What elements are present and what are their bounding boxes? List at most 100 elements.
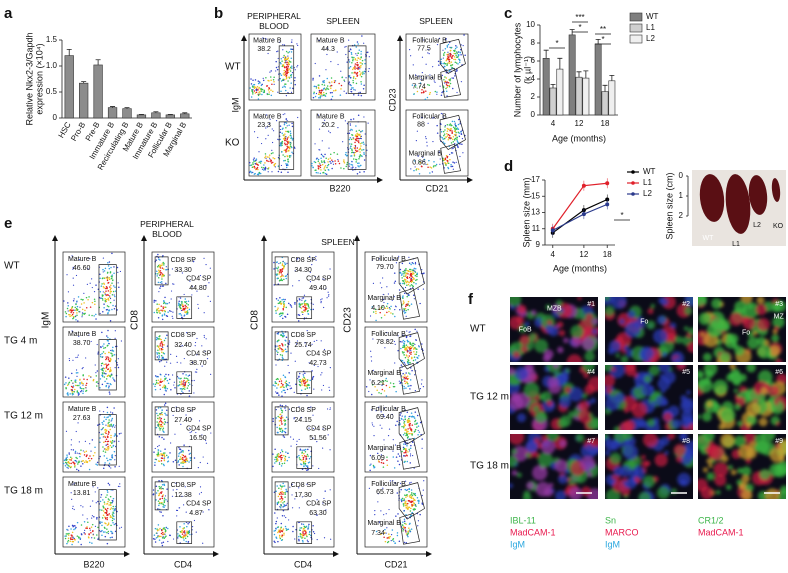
event-dot: [277, 495, 280, 498]
event-dot: [159, 343, 161, 345]
event-dot: [326, 47, 329, 49]
event-dot: [68, 458, 71, 461]
panel-letter: d: [504, 158, 513, 175]
event-dot: [280, 312, 283, 315]
event-dot: [405, 434, 407, 437]
event-dot: [306, 465, 309, 467]
event-dot: [163, 264, 165, 266]
gate-value: 16.50: [189, 435, 207, 442]
event-dot: [360, 62, 362, 64]
event-dot: [282, 308, 285, 311]
event-dot: [113, 523, 116, 526]
event-dot: [253, 131, 256, 133]
event-dot: [316, 441, 318, 443]
event-dot: [154, 388, 157, 391]
event-dot: [69, 393, 71, 395]
event-dot: [281, 450, 284, 453]
event-dot: [257, 80, 260, 82]
event-dot: [446, 130, 449, 132]
event-dot: [350, 143, 353, 145]
event-dot: [400, 274, 403, 276]
event-dot: [252, 162, 254, 164]
event-dot: [82, 514, 84, 516]
event-dot: [361, 149, 363, 151]
event-dot: [386, 464, 389, 466]
event-dot: [101, 372, 104, 375]
event-dot: [421, 56, 424, 58]
event-dot: [187, 381, 190, 384]
event-dot: [107, 433, 110, 435]
event-dot: [321, 93, 323, 95]
event-dot: [68, 453, 70, 455]
event-dot: [291, 306, 293, 308]
event-dot: [108, 499, 110, 501]
event-dot: [407, 535, 409, 538]
event-dot: [276, 345, 278, 347]
event-dot: [329, 367, 331, 369]
event-dot: [406, 421, 409, 424]
event-dot: [331, 159, 333, 161]
event-dot: [326, 408, 329, 410]
event-dot: [304, 462, 307, 465]
event-dot: [110, 507, 113, 509]
event-dot: [157, 452, 160, 455]
event-dot: [99, 455, 101, 458]
event-dot: [99, 500, 102, 503]
event-dot: [108, 391, 111, 393]
event-dot: [105, 522, 107, 525]
event-dot: [416, 275, 418, 278]
event-dot: [172, 460, 175, 463]
event-dot: [107, 449, 109, 451]
event-dot: [397, 513, 399, 515]
event-dot: [289, 156, 291, 158]
gate-label: Marginal B: [367, 295, 401, 302]
event-dot: [281, 534, 284, 537]
event-dot: [184, 535, 187, 537]
event-dot: [400, 369, 402, 372]
event-dot: [279, 72, 282, 75]
gate-value: 6.21: [371, 380, 385, 387]
event-dot: [283, 262, 286, 264]
event-dot: [431, 77, 433, 79]
event-dot: [410, 507, 412, 510]
event-dot: [314, 62, 316, 65]
event-dot: [93, 291, 96, 293]
event-dot: [356, 61, 359, 64]
event-dot: [254, 162, 257, 165]
event-dot: [457, 123, 460, 126]
event-dot: [327, 434, 329, 436]
event-dot: [378, 258, 380, 260]
event-dot: [279, 61, 282, 64]
event-dot: [285, 416, 288, 419]
event-dot: [63, 300, 65, 302]
event-dot: [326, 297, 328, 299]
event-dot: [114, 286, 116, 289]
event-dot: [350, 119, 352, 121]
event-dot: [164, 530, 167, 533]
event-dot: [421, 494, 423, 497]
event-dot: [454, 58, 457, 61]
event-dot: [408, 448, 410, 451]
event-dot: [152, 493, 155, 496]
event-dot: [405, 305, 407, 308]
event-dot: [329, 268, 331, 270]
event-dot: [283, 436, 286, 438]
event-dot: [109, 425, 111, 427]
event-dot: [69, 537, 72, 539]
event-dot: [405, 376, 407, 378]
event-dot: [380, 411, 382, 413]
event-dot: [179, 456, 182, 458]
event-dot: [415, 140, 417, 142]
event-dot: [423, 480, 425, 482]
event-dot: [250, 78, 252, 80]
event-dot: [100, 362, 103, 365]
event-dot: [369, 379, 371, 381]
event-dot: [108, 375, 111, 377]
event-dot: [166, 379, 169, 382]
event-dot: [446, 160, 449, 162]
event-dot: [271, 128, 273, 130]
event-dot: [157, 445, 159, 448]
event-dot: [289, 142, 291, 144]
event-dot: [66, 456, 68, 458]
event-dot: [289, 155, 292, 157]
